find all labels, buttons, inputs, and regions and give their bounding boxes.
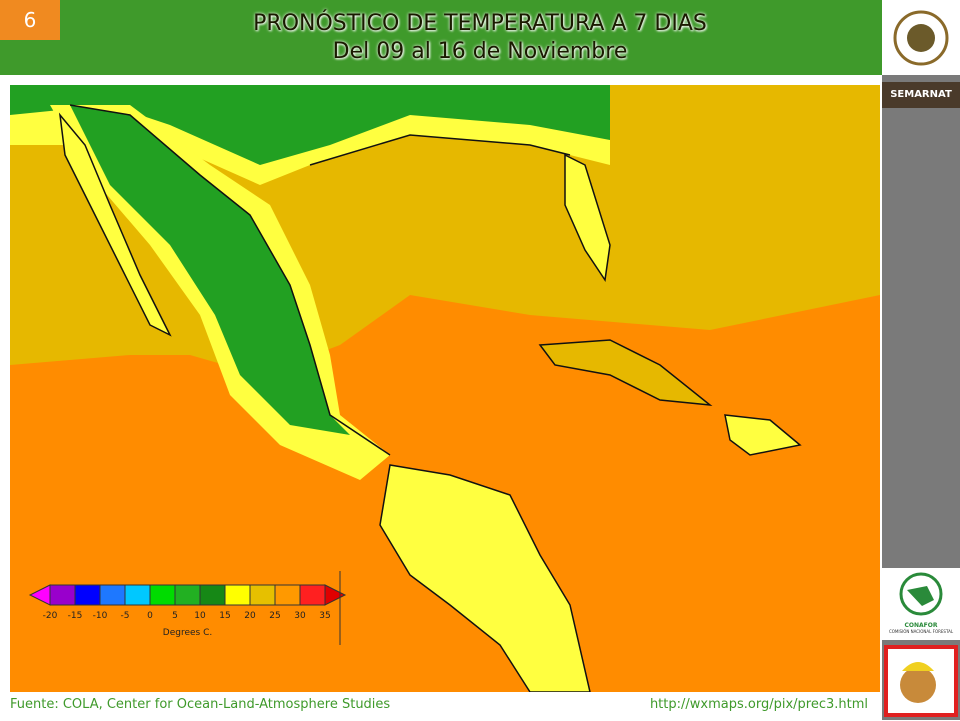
legend-swatch	[224, 584, 251, 606]
footer-url: http://wxmaps.org/pix/prec3.html	[649, 697, 868, 712]
logo-box	[882, 0, 960, 75]
legend-tick-label: 0	[147, 611, 153, 621]
legend-swatch	[99, 584, 126, 606]
central-america	[379, 464, 591, 692]
legend-swatch	[74, 584, 101, 606]
legend-tick-label: -5	[121, 611, 130, 621]
cuba	[538, 339, 713, 406]
conafor-caption: COMISIÓN NACIONAL FORESTAL	[888, 629, 954, 634]
legend-tick-label: -20	[43, 611, 58, 621]
legend-tick-label: 35	[319, 611, 330, 621]
legend-swatch	[199, 584, 226, 606]
legend-swatch	[249, 584, 276, 606]
mascot-box	[884, 645, 958, 717]
legend-swatch	[299, 584, 326, 606]
emblem	[893, 10, 949, 66]
hispaniola	[724, 414, 802, 456]
title-block: PRONÓSTICO DE TEMPERATURA A 7 DIAS Del 0…	[130, 10, 830, 66]
florida	[564, 153, 611, 283]
footer-source: Fuente: COLA, Center for Ocean-Land-Atmo…	[10, 697, 391, 712]
legend-tick-label: 10	[194, 611, 206, 621]
mascot	[888, 649, 954, 713]
map: -20 -15 -10 -5 0 5 10 15 20 25 30 35 Degrees C.	[10, 85, 880, 692]
conafor-logo: CONAFOR COMISIÓN NACIONAL FORESTAL	[882, 568, 960, 640]
legend-unit: Degrees C.	[163, 628, 212, 638]
subtitle: Del 09 al 16 de Noviembre	[332, 39, 628, 64]
legend-tick-label: 20	[244, 611, 256, 621]
legend-swatch	[124, 584, 151, 606]
us-green	[10, 85, 610, 165]
legend-swatch	[174, 584, 201, 606]
sidebar: SEMARNAT CONAFOR COMISIÓN NACIONAL FORES…	[882, 0, 960, 720]
semarnat-label: SEMARNAT	[882, 82, 960, 108]
legend-tick-label: 25	[269, 611, 280, 621]
conafor-icon	[899, 572, 943, 616]
legend-tick-label: 15	[219, 611, 230, 621]
legend: -20 -15 -10 -5 0 5 10 15 20 25 30 35 Degrees C.	[20, 571, 347, 645]
legend-tick-label: 30	[294, 611, 306, 621]
coastline	[69, 104, 571, 456]
baja	[58, 112, 172, 337]
slide-number: 6	[0, 0, 60, 40]
legend-high-arrow	[324, 584, 347, 606]
legend-swatch	[49, 584, 76, 606]
header-bar	[0, 0, 882, 75]
conafor-name: CONAFOR	[904, 622, 938, 629]
legend-tick-label: -15	[68, 611, 83, 621]
legend-tick-label: 5	[172, 611, 178, 621]
legend-swatch	[149, 584, 176, 606]
legend-swatch	[274, 584, 301, 606]
legend-tick-label: -10	[93, 611, 108, 621]
title: PRONÓSTICO DE TEMPERATURA A 7 DIAS	[253, 11, 707, 36]
mexico-green	[70, 105, 350, 435]
